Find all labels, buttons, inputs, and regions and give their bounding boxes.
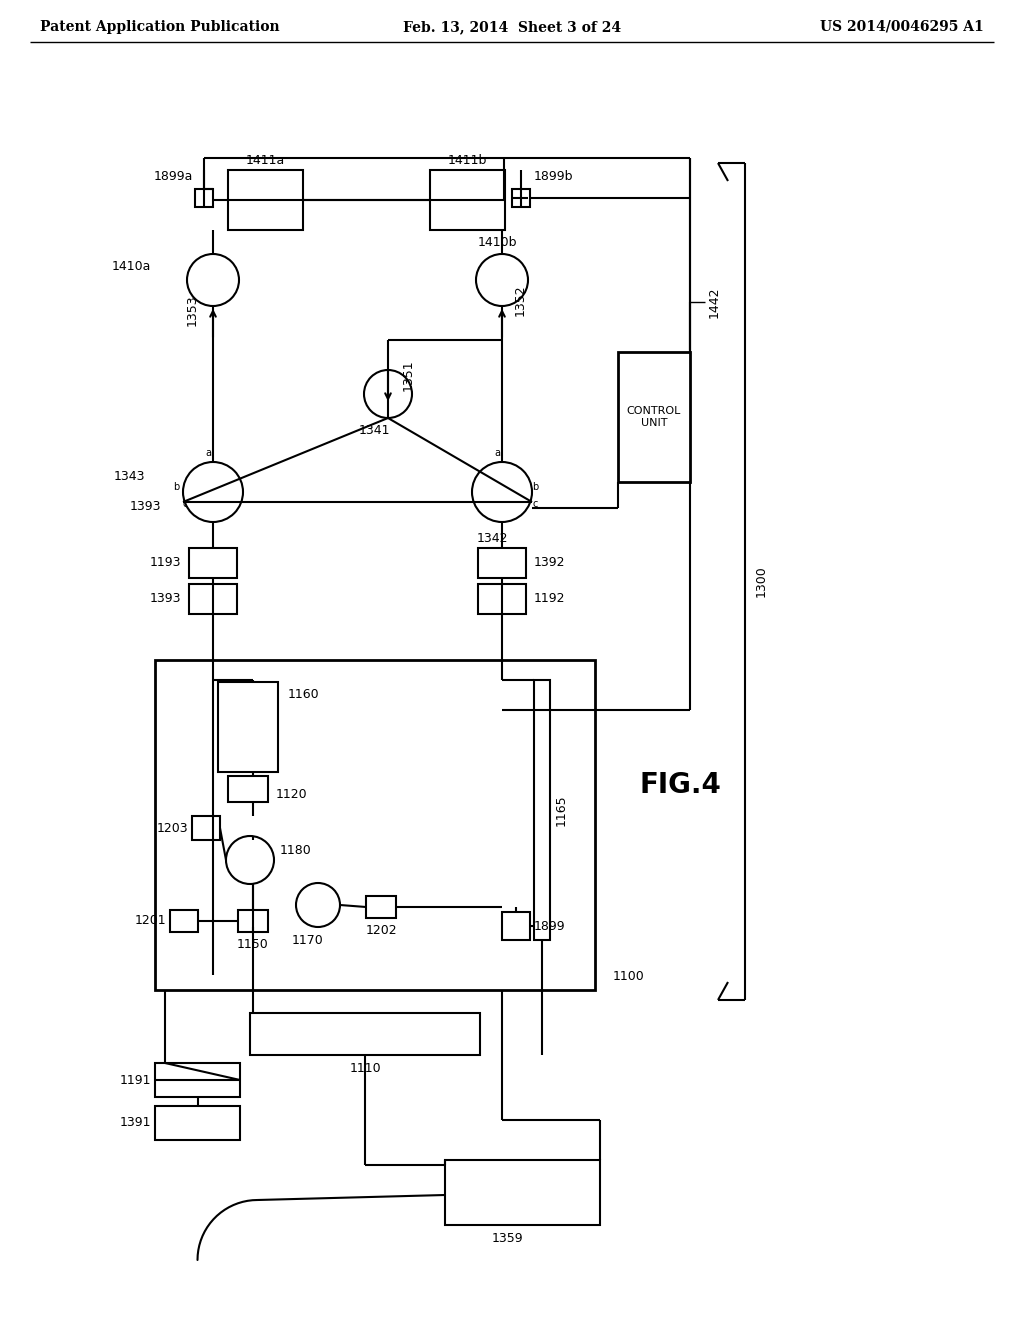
Bar [512,189,530,207]
Bar [238,909,268,932]
Bar [155,1106,240,1140]
Text: a: a [205,447,211,458]
Text: 1160: 1160 [288,688,319,701]
Text: a: a [494,447,500,458]
Circle shape [472,462,532,521]
Text: 1180: 1180 [280,843,311,857]
Text: 1352: 1352 [514,284,527,315]
Text: 1899b: 1899b [534,170,573,183]
Text: 1342: 1342 [476,532,508,544]
Text: 1392: 1392 [534,557,565,569]
Text: 1359: 1359 [492,1233,523,1246]
Text: 1899: 1899 [534,920,565,932]
Bar [228,170,303,230]
Text: 1341: 1341 [358,424,390,437]
Text: 1110: 1110 [349,1063,381,1076]
Bar [502,912,530,940]
Text: 1201: 1201 [134,915,166,928]
Text: 1100: 1100 [613,969,645,982]
Bar [195,189,213,207]
Text: 1411b: 1411b [447,153,487,166]
Bar [366,896,396,917]
Text: 1442: 1442 [708,286,721,318]
Text: 1411a: 1411a [246,153,285,166]
Text: 1193: 1193 [150,557,181,569]
Text: 1391: 1391 [120,1117,151,1130]
Text: 1410a: 1410a [112,260,151,272]
Text: c: c [182,499,187,510]
Text: FIG.4: FIG.4 [639,771,721,799]
Text: US 2014/0046295 A1: US 2014/0046295 A1 [820,20,984,34]
Text: 1393: 1393 [129,499,161,512]
Text: Feb. 13, 2014  Sheet 3 of 24: Feb. 13, 2014 Sheet 3 of 24 [402,20,622,34]
Text: 1300: 1300 [755,566,768,598]
Circle shape [226,836,274,884]
Circle shape [183,462,243,521]
Text: 1165: 1165 [555,795,568,826]
Circle shape [296,883,340,927]
Bar [155,1063,240,1097]
Text: 1120: 1120 [276,788,307,800]
Bar [193,816,220,840]
Bar [430,170,505,230]
Text: 1191: 1191 [120,1073,151,1086]
Text: 1353: 1353 [186,294,199,326]
Bar [618,352,690,482]
Text: 1410b: 1410b [477,235,517,248]
Text: 1170: 1170 [292,933,324,946]
Text: b: b [531,482,539,492]
Bar [478,583,526,614]
Circle shape [364,370,412,418]
Text: 1343: 1343 [114,470,145,483]
Text: 1393: 1393 [150,593,181,606]
Circle shape [476,253,528,306]
Bar [189,548,237,578]
Bar [250,1012,480,1055]
Bar [478,548,526,578]
Text: 1202: 1202 [366,924,397,936]
Text: 1203: 1203 [157,821,188,834]
Text: 1150: 1150 [238,937,269,950]
Text: 1192: 1192 [534,593,565,606]
Text: c: c [532,499,538,510]
Bar [189,583,237,614]
Bar [170,909,198,932]
Bar [228,776,268,803]
Bar [155,660,595,990]
Bar [445,1160,600,1225]
Bar [534,680,550,940]
Text: 1899a: 1899a [154,170,193,183]
Text: CONTROL
UNIT: CONTROL UNIT [627,407,681,428]
Text: 1351: 1351 [402,359,415,391]
Circle shape [187,253,239,306]
Bar [218,682,278,772]
Text: Patent Application Publication: Patent Application Publication [40,20,280,34]
Text: b: b [173,482,179,492]
